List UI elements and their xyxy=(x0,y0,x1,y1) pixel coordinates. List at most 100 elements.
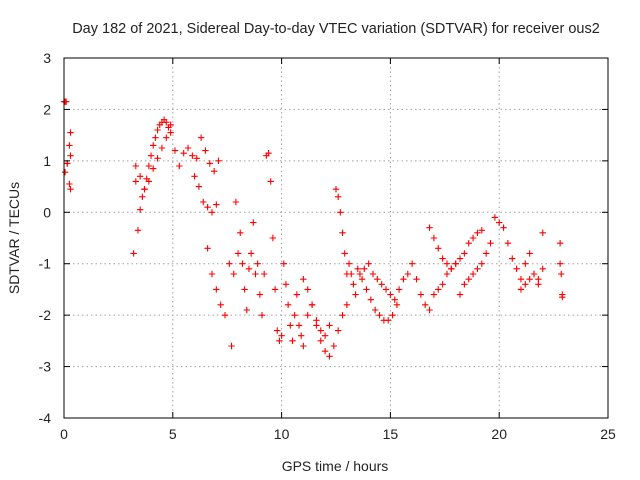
data-point xyxy=(171,147,179,154)
data-point xyxy=(385,317,392,324)
data-point xyxy=(526,275,533,283)
x-tick-label: 5 xyxy=(169,426,177,442)
grid-lines xyxy=(64,58,608,418)
data-point xyxy=(61,168,69,176)
y-tick-label: -1 xyxy=(39,256,52,272)
data-point xyxy=(145,178,153,185)
chart-title: Day 182 of 2021, Sidereal Day-to-day VTE… xyxy=(72,21,600,37)
data-point xyxy=(228,342,235,350)
data-point xyxy=(393,301,401,309)
data-point xyxy=(456,255,464,262)
data-point xyxy=(343,301,351,309)
x-tick-label: 0 xyxy=(60,426,68,442)
data-point xyxy=(150,142,157,149)
y-tick-label: -2 xyxy=(39,307,52,323)
data-point xyxy=(556,239,564,247)
data-point xyxy=(313,317,320,324)
data-point xyxy=(206,160,213,167)
data-point xyxy=(363,286,370,293)
data-point xyxy=(254,260,261,267)
data-point xyxy=(382,286,390,293)
data-point xyxy=(435,286,442,293)
y-tick-label: 2 xyxy=(43,101,51,117)
x-tick-label: 10 xyxy=(274,426,290,442)
data-point xyxy=(295,322,303,329)
data-point xyxy=(369,270,377,278)
data-point xyxy=(426,306,433,314)
data-point xyxy=(237,229,244,237)
x-tick-labels: 0 5 10 15 20 25 xyxy=(60,426,616,442)
data-point xyxy=(147,152,155,159)
data-point xyxy=(265,149,272,157)
data-point xyxy=(334,327,342,334)
data-point xyxy=(213,286,220,293)
data-point xyxy=(184,144,192,152)
data-point xyxy=(67,185,74,193)
data-point xyxy=(334,193,342,201)
data-point xyxy=(539,265,546,273)
data-point xyxy=(491,214,499,221)
data-point xyxy=(154,155,161,162)
data-point xyxy=(430,291,438,298)
data-point xyxy=(239,260,246,267)
data-point xyxy=(345,260,353,267)
data-point xyxy=(202,147,209,154)
data-point xyxy=(530,270,538,278)
data-point xyxy=(469,234,477,242)
data-point xyxy=(374,275,381,283)
data-point xyxy=(150,165,157,172)
data-point xyxy=(504,239,512,247)
data-point xyxy=(208,209,216,216)
y-axis-label: SDTVAR / TECUs xyxy=(6,182,22,294)
data-point xyxy=(232,198,240,206)
data-point xyxy=(337,209,344,216)
data-point xyxy=(134,227,142,234)
data-point xyxy=(217,301,224,309)
data-point xyxy=(241,286,248,293)
data-point xyxy=(291,311,298,319)
data-point xyxy=(67,129,74,136)
data-point xyxy=(478,260,485,267)
data-point xyxy=(300,342,307,350)
data-point xyxy=(422,301,429,309)
data-point xyxy=(461,281,468,288)
data-point xyxy=(230,270,237,278)
data-points xyxy=(60,98,566,360)
data-point xyxy=(387,291,394,298)
data-point xyxy=(308,301,316,309)
data-point xyxy=(500,224,507,231)
data-point xyxy=(487,239,494,247)
data-point xyxy=(136,206,144,213)
data-point xyxy=(260,270,268,278)
data-point xyxy=(376,311,383,319)
data-point xyxy=(439,255,446,262)
data-point xyxy=(367,296,375,303)
data-point xyxy=(482,250,490,257)
x-tick-label: 25 xyxy=(600,426,616,442)
data-point xyxy=(330,342,338,350)
data-point xyxy=(358,275,366,283)
data-point xyxy=(361,265,368,273)
data-point xyxy=(208,270,216,278)
data-point xyxy=(158,144,166,152)
data-point xyxy=(326,322,333,329)
data-point xyxy=(317,337,324,345)
data-point xyxy=(226,260,233,267)
data-point xyxy=(66,142,73,149)
data-point xyxy=(243,306,250,314)
data-point xyxy=(191,173,198,180)
data-point xyxy=(539,229,546,237)
data-point xyxy=(234,250,242,257)
tick-marks xyxy=(63,57,609,419)
data-point xyxy=(448,265,455,273)
data-point xyxy=(430,234,438,242)
data-point xyxy=(245,265,253,273)
data-point xyxy=(252,270,259,278)
data-point xyxy=(304,286,311,293)
data-point xyxy=(289,337,296,345)
x-axis-label: GPS time / hours xyxy=(282,458,389,474)
data-point xyxy=(478,227,485,234)
data-point xyxy=(193,155,200,162)
data-point xyxy=(180,149,187,157)
